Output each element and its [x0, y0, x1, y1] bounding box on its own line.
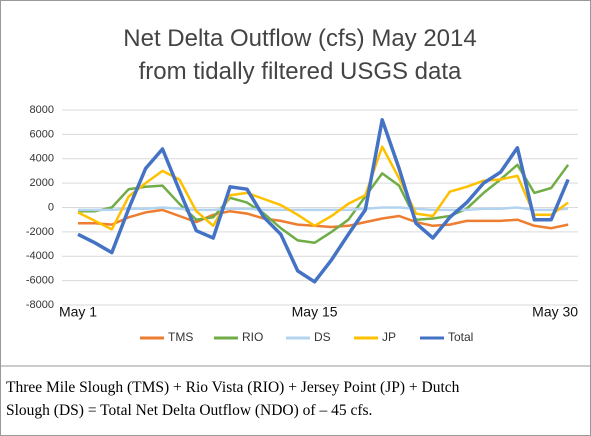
y-tick-label: -8000	[26, 299, 54, 311]
chart-subtitle: from tidally filtered USGS data	[139, 58, 462, 85]
legend-label: DS	[314, 330, 331, 344]
y-tick-label: 0	[48, 201, 54, 213]
x-tick-label: May 15	[292, 304, 338, 320]
y-tick-label: 2000	[30, 177, 54, 189]
y-tick-label: 8000	[30, 104, 54, 116]
series-line	[78, 206, 569, 212]
caption-line: Slough (DS) = Total Net Delta Outflow (N…	[6, 402, 372, 419]
series-line	[78, 163, 570, 245]
y-tick-label: 6000	[30, 128, 54, 140]
legend-label: JP	[382, 330, 396, 344]
legend-label: RIO	[242, 330, 263, 344]
y-tick-label: -4000	[26, 250, 54, 262]
x-tick-label: May 1	[59, 304, 97, 320]
series-line	[77, 118, 570, 284]
x-tick-label: May 30	[532, 304, 578, 320]
legend-label: Total	[448, 330, 473, 344]
series-line	[78, 208, 569, 230]
legend-label: TMS	[168, 330, 193, 344]
y-tick-label: 4000	[30, 153, 54, 165]
chart-title: Net Delta Outflow (cfs) May 2014	[123, 25, 476, 52]
y-tick-label: -6000	[26, 275, 54, 287]
y-tick-label: -2000	[26, 226, 54, 238]
caption-line: Three Mile Slough (TMS) + Rio Vista (RIO…	[6, 379, 460, 396]
